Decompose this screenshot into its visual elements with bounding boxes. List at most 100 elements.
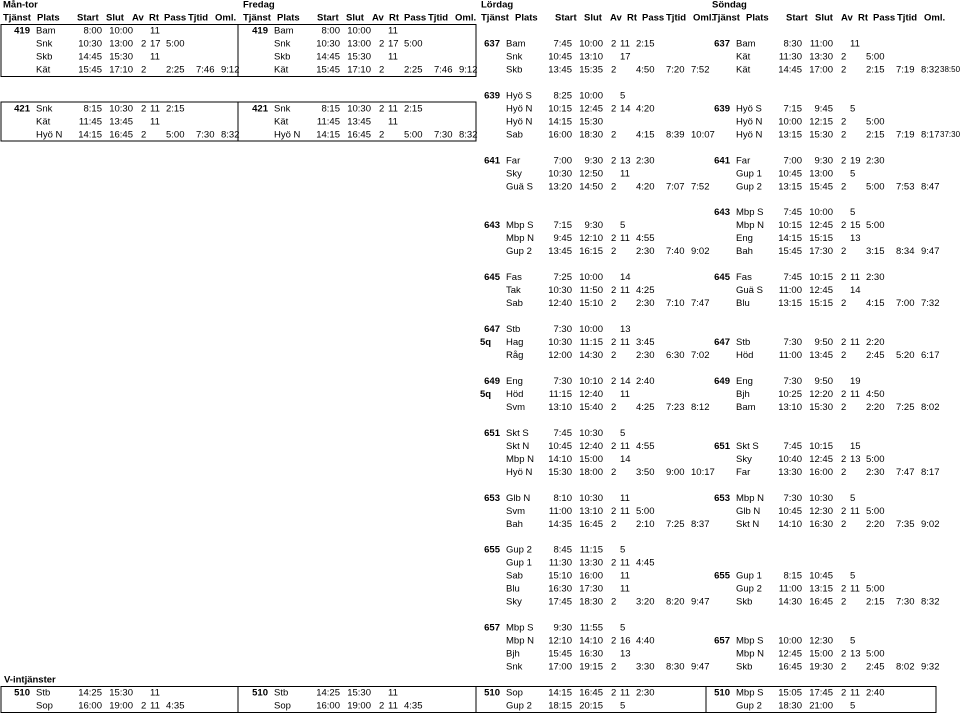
- cell-plats: Sky: [506, 168, 522, 179]
- day-title: Lördag: [481, 0, 513, 11]
- cell-start: 14:15: [548, 687, 572, 698]
- cell-slut: 10:00: [109, 26, 133, 37]
- cell-plats: Mbp S: [736, 636, 763, 647]
- cell-av: 2: [611, 506, 616, 517]
- cell-plats: Höd: [736, 350, 753, 361]
- note: 5q: [480, 389, 491, 400]
- cell-pass: 4:50: [866, 389, 885, 400]
- cell-slut: 9:30: [585, 155, 604, 166]
- cell-plats: Sky: [736, 454, 752, 465]
- cell-plats: Far: [506, 155, 520, 166]
- cell-pass: 2:30: [866, 467, 885, 478]
- cell-pass: 3:20: [636, 597, 655, 608]
- cell-plats: Bjh: [736, 389, 750, 400]
- cell-av: 2: [611, 298, 616, 309]
- cell-start: 8:45: [554, 545, 573, 556]
- column-header: Slut: [815, 13, 834, 24]
- cell-slut: 12:10: [579, 233, 603, 244]
- cell-slut: 15:30: [109, 687, 133, 698]
- cell-plats: Kät: [736, 51, 751, 62]
- cell-tjanst: 510: [14, 687, 30, 698]
- cell-rt: 11: [620, 285, 630, 296]
- cell-slut: 20:15: [579, 700, 603, 711]
- column-header: Oml.: [215, 13, 236, 24]
- cell-rt: 5: [850, 207, 855, 218]
- cell-plats: Snk: [506, 51, 523, 62]
- cell-start: 10:30: [548, 337, 572, 348]
- cell-plats: Mbp S: [736, 207, 763, 218]
- cell-start: 14:30: [778, 597, 802, 608]
- cell-av: 2: [841, 155, 846, 166]
- cell-rt: 11: [150, 103, 160, 114]
- cell-start: 11:00: [779, 285, 802, 296]
- cell-plats: Höd: [506, 389, 523, 400]
- cell-start: 9:45: [554, 233, 573, 244]
- cell-tjanst: 643: [484, 220, 500, 231]
- cell-slut: 10:00: [579, 90, 603, 101]
- cell-oml: 9:02: [691, 246, 710, 257]
- cell-start: 14:15: [778, 233, 802, 244]
- cell-plats: Eng: [506, 376, 523, 387]
- cell-start: 14:25: [78, 687, 102, 698]
- cell-start: 7:15: [784, 103, 803, 114]
- total: 37:30: [940, 130, 960, 139]
- cell-start: 14:45: [78, 51, 102, 62]
- cell-pass: 3:15: [866, 246, 885, 257]
- cell-plats: Mbp N: [736, 649, 764, 660]
- cell-plats: Sop: [274, 700, 291, 711]
- cell-slut: 9:30: [585, 220, 604, 231]
- column-header: Av: [841, 13, 854, 24]
- cell-tjtid: 8:02: [896, 662, 915, 673]
- cell-tjtid: 9:00: [666, 467, 685, 478]
- cell-slut: 13:00: [347, 38, 371, 49]
- cell-slut: 12:45: [579, 103, 603, 114]
- cell-plats: Kät: [36, 64, 51, 75]
- cell-start: 13:30: [778, 467, 802, 478]
- cell-rt: 5: [620, 90, 625, 101]
- cell-rt: 11: [388, 700, 398, 711]
- cell-av: 2: [611, 687, 616, 698]
- cell-rt: 5: [620, 220, 625, 231]
- cell-slut: 15:30: [809, 129, 833, 140]
- cell-av: 2: [841, 687, 846, 698]
- cell-av: 2: [379, 64, 384, 75]
- cell-plats: Tak: [506, 285, 521, 296]
- cell-plats: Mbp N: [506, 636, 534, 647]
- cell-start: 10:40: [778, 454, 802, 465]
- cell-rt: 5: [620, 623, 625, 634]
- cell-slut: 14:10: [579, 636, 603, 647]
- cell-tjanst: 510: [714, 687, 730, 698]
- cell-av: 2: [841, 597, 846, 608]
- cell-slut: 13:10: [579, 506, 603, 517]
- cell-slut: 16:45: [347, 129, 371, 140]
- cell-start: 7:30: [784, 493, 803, 504]
- cell-av: 2: [611, 103, 616, 114]
- cell-pass: 2:25: [404, 64, 423, 75]
- cell-rt: 11: [150, 51, 160, 62]
- cell-av: 2: [611, 376, 616, 387]
- cell-plats: Bam: [274, 26, 294, 37]
- cell-av: 2: [611, 402, 616, 413]
- cell-tjtid: 7:53: [896, 181, 915, 192]
- cell-start: 11:30: [779, 51, 802, 62]
- column-header: Tjtid: [188, 13, 208, 24]
- cell-pass: 3:30: [636, 662, 655, 673]
- cell-start: 10:45: [548, 441, 572, 452]
- cell-rt: 11: [388, 103, 398, 114]
- cell-slut: 19:15: [579, 662, 603, 673]
- cell-start: 17:00: [548, 662, 572, 673]
- cell-start: 11:30: [549, 558, 572, 569]
- cell-slut: 17:00: [809, 64, 833, 75]
- cell-start: 7:30: [554, 324, 573, 335]
- cell-rt: 11: [850, 584, 860, 595]
- cell-plats: Hyö N: [736, 116, 763, 127]
- cell-rt: 11: [150, 700, 160, 711]
- column-header: Plats: [277, 13, 300, 24]
- cell-tjanst: 647: [714, 337, 730, 348]
- cell-start: 13:20: [548, 181, 572, 192]
- cell-oml: 7:47: [691, 298, 710, 309]
- cell-start: 15:10: [548, 571, 572, 582]
- cell-plats: Mbp N: [736, 493, 764, 504]
- cell-av: 2: [841, 350, 846, 361]
- cell-plats: Fas: [736, 272, 752, 283]
